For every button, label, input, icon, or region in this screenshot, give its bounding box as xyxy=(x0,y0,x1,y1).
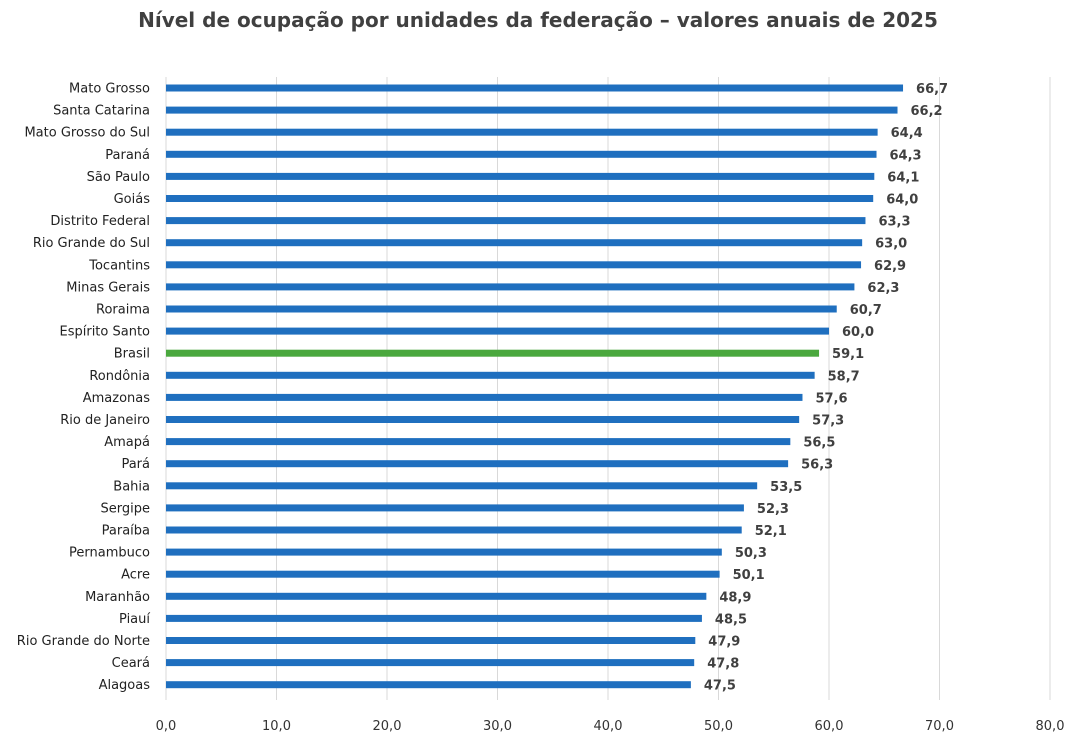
category-label: Goiás xyxy=(114,192,151,207)
data-label: 47,8 xyxy=(707,657,739,672)
category-label: Paraíba xyxy=(102,524,150,539)
data-label: 52,1 xyxy=(755,524,787,539)
category-label: Minas Gerais xyxy=(66,280,150,295)
x-tick-label: 10,0 xyxy=(262,719,291,734)
data-label: 50,3 xyxy=(735,546,767,561)
bar xyxy=(166,637,696,644)
data-label: 47,5 xyxy=(704,679,736,694)
x-tick-label: 0,0 xyxy=(156,719,177,734)
x-tick-label: 20,0 xyxy=(373,719,402,734)
category-label: Roraima xyxy=(96,303,150,318)
data-label: 60,7 xyxy=(850,303,882,318)
bar xyxy=(166,504,744,512)
category-label: Ceará xyxy=(112,656,150,671)
category-label: Maranhão xyxy=(85,590,150,605)
category-label: Distrito Federal xyxy=(50,214,150,229)
data-label: 66,2 xyxy=(911,104,943,119)
bar xyxy=(166,349,820,357)
data-label: 47,9 xyxy=(708,635,740,650)
bar xyxy=(166,416,800,423)
x-tick-label: 80,0 xyxy=(1036,719,1065,734)
bar xyxy=(166,239,863,247)
data-label: 62,3 xyxy=(867,281,899,296)
category-label: Alagoas xyxy=(99,678,151,693)
bar xyxy=(166,526,742,534)
bar xyxy=(166,261,862,269)
category-label: Rio Grande do Sul xyxy=(33,236,150,251)
x-tick-label: 70,0 xyxy=(925,719,954,734)
data-label: 56,3 xyxy=(801,458,833,473)
bar xyxy=(166,217,866,225)
bar xyxy=(166,681,691,689)
category-label: Espírito Santo xyxy=(60,325,151,340)
x-tick-label: 40,0 xyxy=(594,719,623,734)
category-label: Bahia xyxy=(113,479,150,494)
bar xyxy=(166,327,829,335)
bar xyxy=(166,150,877,158)
data-label: 63,0 xyxy=(875,237,907,252)
x-tick-label: 60,0 xyxy=(815,719,844,734)
category-label: Pará xyxy=(121,457,150,472)
bar xyxy=(166,482,758,490)
data-label: 57,6 xyxy=(815,391,847,406)
bar xyxy=(166,460,789,468)
data-label: 62,9 xyxy=(874,259,906,274)
data-label: 60,0 xyxy=(842,325,874,340)
category-label: Sergipe xyxy=(101,501,150,516)
bar xyxy=(166,548,722,556)
category-label: Amazonas xyxy=(83,391,151,406)
bar xyxy=(166,438,791,446)
data-label: 48,9 xyxy=(719,590,751,605)
bar xyxy=(166,106,898,114)
data-label: 52,3 xyxy=(757,502,789,517)
data-label: 64,4 xyxy=(891,126,923,141)
bar xyxy=(166,371,815,379)
category-label: Pernambuco xyxy=(69,546,150,561)
data-label: 53,5 xyxy=(770,480,802,495)
bar xyxy=(166,172,875,180)
bar xyxy=(166,614,702,622)
category-label: Piauí xyxy=(119,612,150,627)
category-label: Amapá xyxy=(104,435,150,450)
x-tick-label: 30,0 xyxy=(483,719,512,734)
bar xyxy=(166,393,803,401)
category-label: Rio de Janeiro xyxy=(60,413,150,428)
category-label: Santa Catarina xyxy=(53,104,150,119)
category-label: Rio Grande do Norte xyxy=(17,634,150,649)
data-label: 56,5 xyxy=(803,436,835,451)
data-label: 64,1 xyxy=(887,170,919,185)
data-label: 63,3 xyxy=(878,215,910,230)
data-label: 59,1 xyxy=(832,347,864,362)
x-tick-label: 50,0 xyxy=(704,719,733,734)
data-label: 58,7 xyxy=(828,369,860,384)
data-label: 66,7 xyxy=(916,82,948,97)
data-label: 50,1 xyxy=(733,568,765,583)
category-label: São Paulo xyxy=(87,170,150,185)
category-label: Acre xyxy=(121,568,150,583)
category-label: Brasil xyxy=(114,347,150,362)
data-label: 64,3 xyxy=(890,148,922,163)
data-label: 57,3 xyxy=(812,414,844,429)
bar xyxy=(166,592,707,600)
bar xyxy=(166,195,874,202)
data-label: 64,0 xyxy=(886,193,918,208)
bar xyxy=(166,128,878,136)
category-label: Paraná xyxy=(105,148,150,163)
bar xyxy=(166,283,855,291)
category-label: Rondônia xyxy=(89,369,150,384)
bar xyxy=(166,84,904,92)
category-label: Mato Grosso do Sul xyxy=(24,126,150,141)
bar xyxy=(166,659,695,667)
category-label: Tocantins xyxy=(88,258,150,273)
bar xyxy=(166,305,837,313)
chart-title: Nível de ocupação por unidades da federa… xyxy=(138,8,938,32)
data-label: 48,5 xyxy=(715,612,747,627)
category-label: Mato Grosso xyxy=(69,82,150,97)
bar xyxy=(166,570,720,578)
